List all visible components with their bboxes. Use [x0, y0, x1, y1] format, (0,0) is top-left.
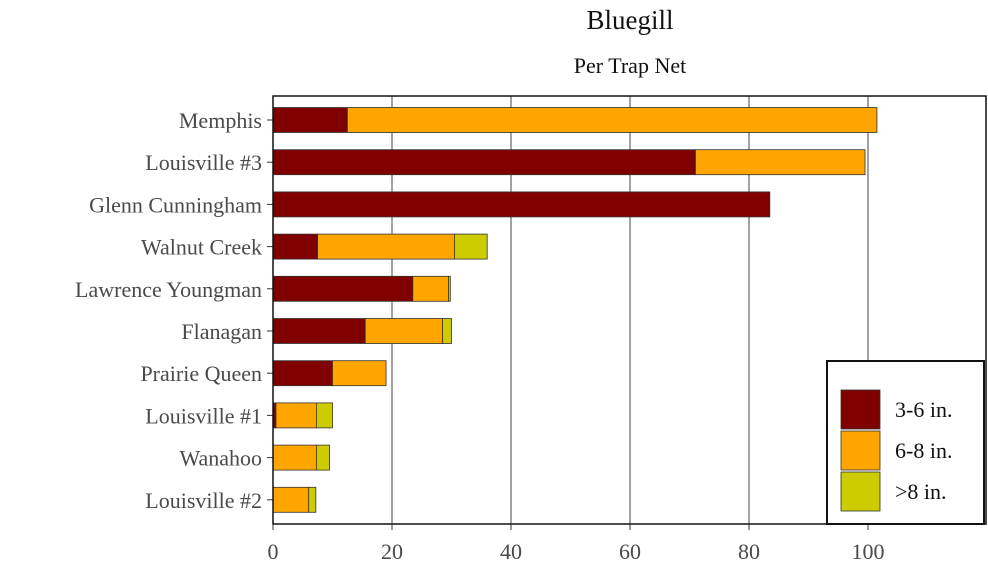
- legend-swatch-8-in: [840, 471, 881, 512]
- bar-louisville-2-6-8-in: [272, 486, 310, 513]
- chart-title: Bluegill: [586, 5, 674, 35]
- bar-lawrence-youngman-3-6-in: [272, 275, 414, 302]
- bar-flanagan-6-8-in: [364, 318, 443, 344]
- bar-walnut-creek-8-in: [454, 233, 488, 260]
- legend-swatch-3-6-in: [840, 389, 881, 430]
- bar-glenn-cunningham-3-6-in: [272, 191, 771, 218]
- ytick-label-louisville-1: Louisville #1: [145, 403, 262, 428]
- bar-louisville-1-6-8-in: [275, 402, 317, 429]
- bar-flanagan-8-in: [442, 318, 452, 344]
- ytick-label-louisville-3: Louisville #3: [145, 150, 262, 175]
- bar-wanahoo-8-in: [316, 444, 330, 471]
- bar-walnut-creek-3-6-in: [272, 233, 319, 260]
- bar-louisville-3-3-6-in: [272, 149, 696, 176]
- ytick-label-flanagan: Flanagan: [181, 319, 262, 344]
- xtick-label-20: 20: [381, 539, 403, 564]
- xtick-label-60: 60: [619, 539, 641, 564]
- ytick-label-glenn-cunningham: Glenn Cunningham: [89, 192, 262, 217]
- ytick-label-walnut-creek: Walnut Creek: [141, 235, 262, 260]
- ytick-label-lawrence-youngman: Lawrence Youngman: [75, 277, 262, 302]
- ytick-label-wanahoo: Wanahoo: [179, 446, 262, 471]
- legend: 3-6 in. 6-8 in. >8 in.: [826, 360, 985, 525]
- ytick-label-prairie-queen: Prairie Queen: [140, 361, 262, 386]
- legend-label-3-6-in: 3-6 in.: [895, 397, 952, 422]
- bar-walnut-creek-6-8-in: [317, 233, 455, 260]
- xtick-label-100: 100: [852, 539, 885, 564]
- bar-memphis-6-8-in: [346, 107, 878, 133]
- bar-louisville-2-8-in: [308, 486, 317, 513]
- bar-louisville-1-8-in: [316, 402, 333, 429]
- ytick-label-memphis: Memphis: [179, 108, 262, 133]
- bar-memphis-3-6-in: [272, 107, 348, 133]
- bar-flanagan-3-6-in: [272, 318, 366, 344]
- legend-label-8-in: >8 in.: [895, 479, 947, 504]
- bar-lawrence-youngman-6-8-in: [412, 275, 449, 302]
- ytick-label-louisville-2: Louisville #2: [145, 488, 262, 513]
- bar-prairie-queen-3-6-in: [272, 360, 333, 387]
- bar-lawrence-youngman-8-in: [448, 275, 451, 302]
- xtick-label-0: 0: [268, 539, 279, 564]
- bar-wanahoo-6-8-in: [272, 444, 317, 471]
- xtick-label-80: 80: [738, 539, 760, 564]
- bar-prairie-queen-6-8-in: [332, 360, 387, 387]
- xtick-label-40: 40: [500, 539, 522, 564]
- legend-swatch-6-8-in: [840, 430, 881, 471]
- legend-label-6-8-in: 6-8 in.: [895, 438, 952, 463]
- chart-subtitle: Per Trap Net: [573, 53, 687, 78]
- bar-louisville-3-6-8-in: [695, 149, 866, 176]
